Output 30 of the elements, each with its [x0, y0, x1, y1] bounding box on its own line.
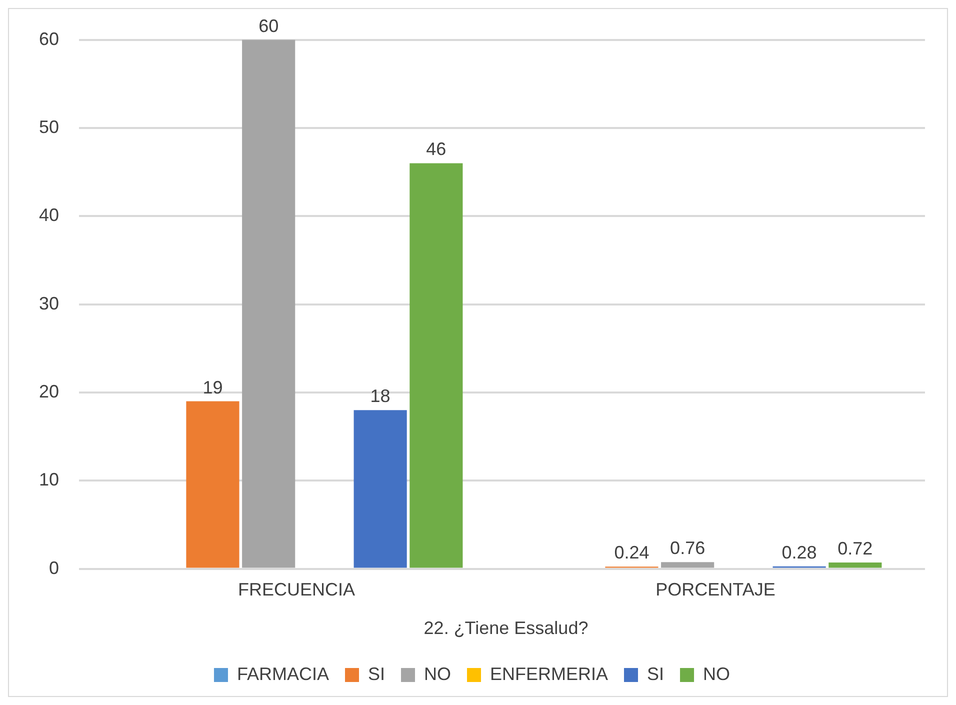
data-label: 0.28 [782, 542, 817, 562]
data-label: 0.72 [838, 538, 873, 558]
data-label: 18 [370, 386, 390, 406]
data-label: 46 [426, 139, 446, 160]
legend-label: SI [368, 664, 386, 684]
data-label: 60 [258, 16, 279, 36]
y-tick-label: 10 [38, 470, 60, 490]
legend-label: FARMACIA [236, 664, 329, 684]
data-label: 0.24 [614, 542, 650, 563]
y-tick-label: 0 [49, 558, 60, 578]
y-tick-label: 40 [38, 205, 60, 226]
bar [186, 401, 240, 568]
y-tick-label: 20 [38, 381, 60, 402]
bar [661, 562, 714, 568]
x-tick-label: PORCENTAJE [656, 580, 776, 600]
bar [410, 163, 463, 568]
bar [828, 562, 882, 568]
legend-label: NO [703, 664, 730, 684]
x-tick-label: FRECUENCIA [238, 580, 356, 600]
data-label: 0.76 [670, 538, 706, 558]
y-tick-label: 50 [38, 116, 60, 137]
legend-label: SI [647, 664, 664, 684]
data-label: 19 [202, 377, 223, 398]
bar [242, 40, 296, 568]
legend-label: NO [424, 664, 451, 684]
y-tick-label: 60 [38, 28, 60, 49]
bar [354, 410, 407, 568]
legend-label: ENFERMERIA [490, 664, 608, 684]
x-axis-title: 22. ¿Tiene Essalud? [424, 618, 588, 638]
y-tick-label: 30 [38, 293, 60, 314]
